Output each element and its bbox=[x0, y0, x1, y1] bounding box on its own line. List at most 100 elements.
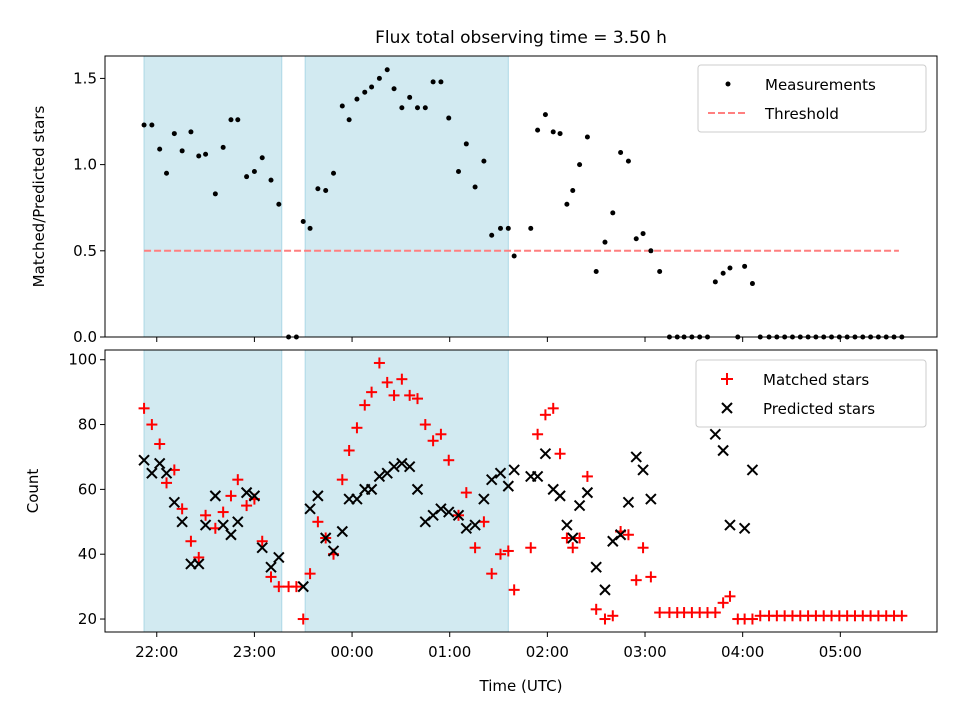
matched-star-marker bbox=[539, 409, 551, 421]
predicted-star-marker bbox=[176, 516, 188, 528]
matched-star-marker bbox=[637, 542, 649, 554]
matched-star-marker bbox=[185, 535, 197, 547]
measurement-point bbox=[300, 218, 306, 224]
x-axis-label: Time (UTC) bbox=[479, 677, 563, 695]
matched-star-marker bbox=[547, 402, 559, 414]
matched-star-marker bbox=[273, 581, 285, 593]
measurement-point bbox=[610, 210, 616, 216]
measurement-point bbox=[550, 129, 556, 135]
x-tick-label: 05:00 bbox=[819, 643, 862, 661]
predicted-star-marker bbox=[146, 467, 158, 479]
predicted-star-marker bbox=[502, 480, 515, 492]
matched-star-marker bbox=[478, 516, 490, 528]
measurement-point bbox=[331, 170, 337, 176]
predicted-star-marker bbox=[256, 542, 268, 554]
predicted-star-marker bbox=[452, 509, 465, 522]
measurement-point bbox=[584, 134, 590, 140]
matched-star-marker bbox=[724, 590, 736, 602]
matched-star-marker bbox=[554, 448, 566, 460]
predicted-star-marker bbox=[193, 558, 205, 570]
measurement-point bbox=[315, 186, 321, 192]
measurement-point bbox=[602, 239, 608, 245]
measurement-point bbox=[489, 232, 495, 238]
matched-star-marker bbox=[599, 613, 611, 625]
predicted-star-marker bbox=[365, 483, 378, 496]
measurement-point bbox=[228, 117, 234, 123]
measurement-point bbox=[220, 144, 226, 150]
y-tick-label: 60 bbox=[78, 480, 97, 498]
matched-star-marker bbox=[396, 373, 408, 385]
measurement-point bbox=[749, 281, 755, 287]
measurement-point bbox=[391, 86, 397, 92]
y-tick-label: 20 bbox=[78, 610, 97, 628]
predicted-star-marker bbox=[567, 532, 579, 544]
y-axis-ticks-top: 0.0 0.5 1.0 1.5 bbox=[73, 69, 105, 346]
predicted-star-marker bbox=[327, 545, 340, 557]
predicted-star-marker bbox=[403, 460, 416, 473]
matched-star-marker bbox=[443, 454, 455, 466]
matched-star-marker bbox=[532, 428, 544, 440]
predicted-star-marker bbox=[396, 457, 408, 470]
x-tick-label: 03:00 bbox=[623, 643, 666, 661]
measurement-point bbox=[593, 268, 599, 274]
measurement-point bbox=[307, 225, 313, 231]
predicted-star-marker bbox=[709, 428, 722, 440]
predicted-star-marker bbox=[319, 532, 332, 544]
matched-star-marker bbox=[265, 571, 277, 583]
y-tick-label: 40 bbox=[78, 545, 97, 563]
measurement-point bbox=[625, 158, 631, 164]
measurement-point bbox=[742, 263, 748, 269]
legend-box-top bbox=[697, 64, 927, 133]
matched-star-marker bbox=[359, 399, 371, 411]
matched-star-marker bbox=[654, 607, 666, 619]
matched-star-marker bbox=[427, 435, 439, 447]
measurement-point bbox=[577, 162, 583, 168]
measurement-point bbox=[472, 184, 478, 190]
measurement-point bbox=[648, 248, 654, 254]
legend-matched-label: Matched stars bbox=[763, 371, 869, 389]
measurement-point bbox=[430, 79, 436, 85]
predicted-star-marker bbox=[297, 580, 309, 593]
predicted-star-marker bbox=[217, 519, 229, 531]
matched-star-marker bbox=[508, 584, 520, 596]
predicted-star-marker bbox=[581, 486, 594, 499]
measurement-point bbox=[505, 225, 511, 231]
predicted-star-marker bbox=[435, 503, 447, 515]
measurement-point bbox=[354, 96, 360, 102]
predicted-star-marker bbox=[614, 529, 627, 541]
predicted-star-marker bbox=[160, 467, 173, 479]
predicted-star-marker bbox=[630, 451, 642, 463]
measurement-point bbox=[557, 131, 563, 137]
y-tick-label: 1.5 bbox=[73, 69, 97, 87]
matched-star-marker bbox=[343, 444, 355, 456]
matched-star-marker bbox=[746, 613, 758, 625]
predicted-star-marker bbox=[138, 454, 150, 466]
y-tick-label: 0.5 bbox=[73, 242, 97, 260]
measurement-point bbox=[438, 79, 444, 85]
measurement-point bbox=[235, 117, 241, 123]
matched-star-marker bbox=[373, 357, 385, 369]
predicted-star-marker bbox=[637, 464, 649, 476]
y-tick-label: 0.0 bbox=[73, 328, 97, 346]
measurement-point bbox=[456, 169, 462, 175]
predicted-star-marker bbox=[485, 473, 498, 486]
predicted-star-marker bbox=[469, 519, 481, 531]
measurement-point bbox=[414, 105, 420, 111]
predicted-star-marker bbox=[411, 483, 424, 496]
count-panel: 20 40 60 80 100 22:00 23:00 00:00 01:00 02:00 03:… bbox=[24, 349, 938, 661]
matched-star-marker bbox=[590, 603, 602, 615]
measurement-point bbox=[481, 158, 487, 164]
measurement-point bbox=[339, 103, 345, 109]
matched-star-marker bbox=[404, 389, 416, 401]
legend-matched-marker bbox=[721, 373, 733, 385]
matched-star-marker bbox=[574, 532, 586, 544]
measurement-point bbox=[384, 67, 390, 73]
matched-star-marker bbox=[232, 474, 244, 486]
measurement-point bbox=[171, 131, 177, 137]
shaded-span bbox=[143, 349, 283, 633]
predicted-star-marker bbox=[531, 470, 544, 483]
predicted-star-marker bbox=[717, 444, 729, 457]
measurement-points bbox=[141, 67, 905, 340]
matched-star-marker bbox=[494, 548, 506, 560]
measurement-point bbox=[369, 84, 375, 90]
